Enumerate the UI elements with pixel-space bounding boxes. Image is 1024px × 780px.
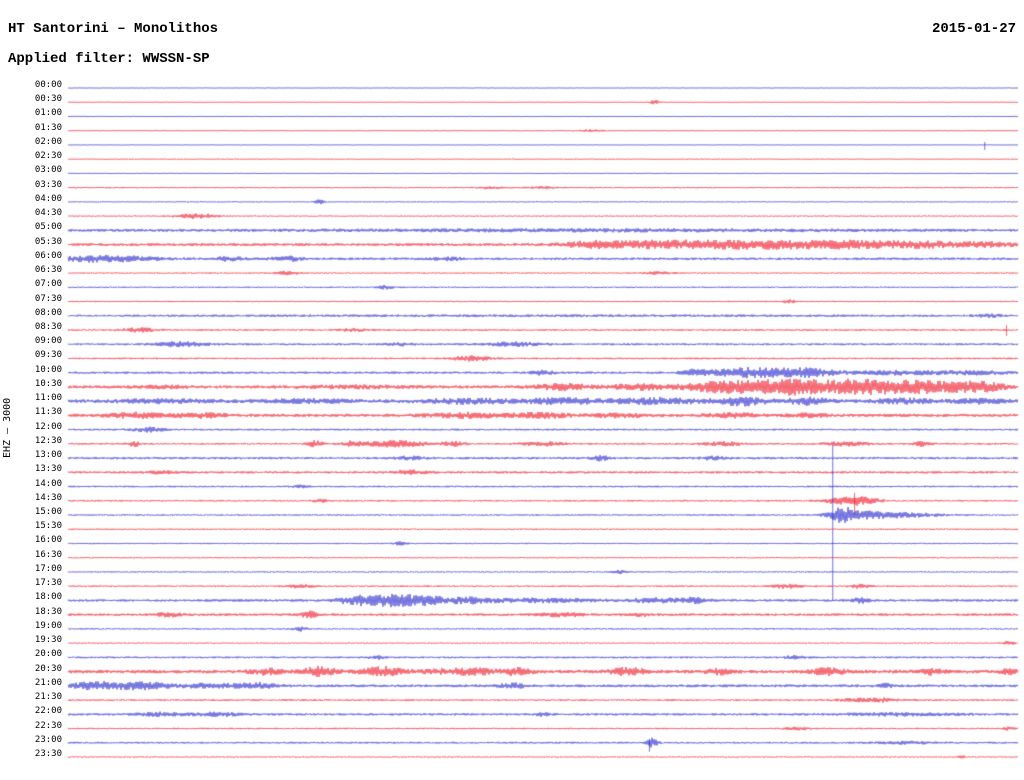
- row-time-label: 13:00: [34, 450, 62, 461]
- row-time-label: 19:00: [34, 620, 62, 631]
- row-time-label: 23:30: [34, 748, 62, 759]
- row-time-label: 17:30: [34, 578, 62, 589]
- row-time-label: 05:30: [34, 236, 62, 247]
- row-time-label: 21:30: [34, 692, 62, 703]
- row-time-label: 12:00: [34, 421, 62, 432]
- row-time-label: 10:00: [34, 364, 62, 375]
- row-time-label: 15:00: [34, 507, 62, 518]
- row-time-label: 12:30: [34, 435, 62, 446]
- row-time-label: 05:00: [34, 222, 62, 233]
- row-time-label: 01:30: [34, 122, 62, 133]
- row-time-label: 04:30: [34, 208, 62, 219]
- row-time-label: 02:00: [34, 136, 62, 147]
- row-time-label: 06:00: [34, 250, 62, 261]
- row-time-label: 08:30: [34, 321, 62, 332]
- row-time-label: 16:30: [34, 549, 62, 560]
- row-time-label: 09:00: [34, 336, 62, 347]
- row-time-label: 08:00: [34, 307, 62, 318]
- row-time-label: 22:30: [34, 720, 62, 731]
- row-time-label: 23:00: [34, 734, 62, 745]
- row-time-label: 03:30: [34, 179, 62, 190]
- row-time-label: 21:00: [34, 677, 62, 688]
- row-time-label: 10:30: [34, 378, 62, 389]
- row-time-label: 06:30: [34, 265, 62, 276]
- row-time-label: 14:00: [34, 478, 62, 489]
- row-time-label: 00:00: [34, 80, 62, 90]
- row-time-label: 07:00: [34, 279, 62, 290]
- row-time-label: 15:30: [34, 521, 62, 532]
- row-time-label: 14:30: [34, 492, 62, 503]
- row-time-label: 04:00: [34, 193, 62, 204]
- row-time-label: 18:00: [34, 592, 62, 603]
- row-time-label: 03:00: [34, 165, 62, 176]
- row-time-label: 07:30: [34, 293, 62, 304]
- row-time-label: 20:00: [34, 649, 62, 660]
- row-time-label: 11:30: [34, 407, 62, 418]
- row-time-label: 00:30: [34, 94, 62, 105]
- row-time-label: 13:30: [34, 464, 62, 475]
- row-time-label: 16:00: [34, 535, 62, 546]
- row-time-label: 11:00: [34, 393, 62, 404]
- row-time-label: 18:30: [34, 606, 62, 617]
- row-time-label: 17:00: [34, 563, 62, 574]
- row-time-label: 01:00: [34, 108, 62, 119]
- row-time-label: 02:30: [34, 151, 62, 162]
- row-time-label: 09:30: [34, 350, 62, 361]
- row-time-label: 22:00: [34, 706, 62, 717]
- row-time-label: 19:30: [34, 635, 62, 646]
- row-time-label: 20:30: [34, 663, 62, 674]
